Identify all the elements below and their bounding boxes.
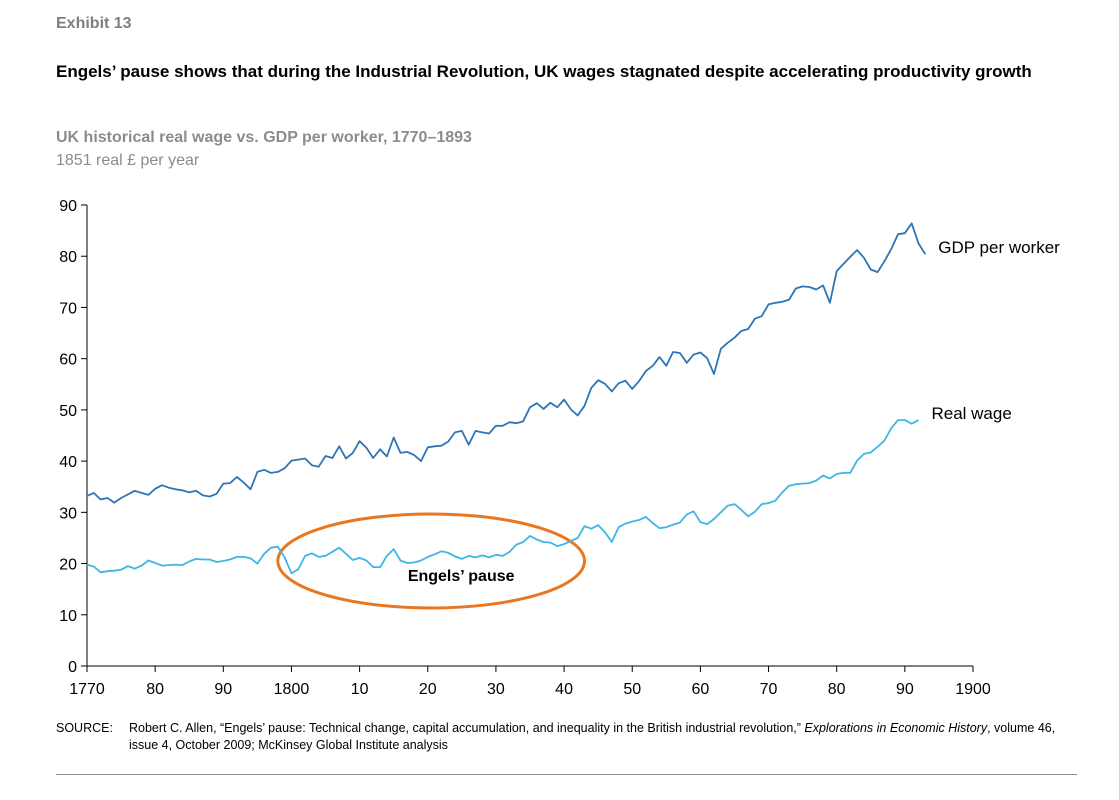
- annotations: Engels’ pause: [276, 512, 587, 610]
- x-tick-label: 1900: [955, 681, 991, 698]
- y-tick-label: 20: [59, 557, 77, 574]
- x-tick-label: 50: [623, 681, 641, 698]
- engels-pause-ellipse: [276, 512, 587, 610]
- x-tick-label: 90: [896, 681, 914, 698]
- y-tick-label: 80: [59, 249, 77, 266]
- y-tick-label: 50: [59, 403, 77, 420]
- x-tick-label: 70: [760, 681, 778, 698]
- x-tick-label: 90: [214, 681, 232, 698]
- chart-units: 1851 real £ per year: [56, 152, 200, 169]
- axes: 0 10 20 30 40 50 60 70 80 90 1770 80 90 1800 10 20 30 40 5…: [59, 198, 991, 698]
- source-note: SOURCE: Robert C. Allen, “Engels’ pause:…: [56, 720, 1086, 754]
- y-tick-label: 40: [59, 454, 77, 471]
- x-tick-label: 80: [146, 681, 164, 698]
- x-tick-label: 1770: [69, 681, 105, 698]
- x-tick-label: 1800: [274, 681, 310, 698]
- bottom-rule: [56, 774, 1077, 775]
- chart-title: UK historical real wage vs. GDP per work…: [56, 129, 472, 146]
- source-journal: Explorations in Economic History: [804, 721, 988, 735]
- engels-pause-label: Engels’ pause: [408, 568, 515, 585]
- x-tick-label: 80: [828, 681, 846, 698]
- page-title: Engels’ pause shows that during the Indu…: [56, 62, 1032, 81]
- y-tick-label: 60: [59, 352, 77, 369]
- source-text-before: Robert C. Allen, “Engels’ pause: Technic…: [129, 721, 805, 735]
- exhibit-label: Exhibit 13: [56, 15, 132, 32]
- source-text: Robert C. Allen, “Engels’ pause: Technic…: [129, 720, 1086, 754]
- x-tick-label: 10: [351, 681, 369, 698]
- y-tick-label: 70: [59, 300, 77, 317]
- series-group: [86, 222, 927, 575]
- gdp-per-worker-label: GDP per worker: [938, 238, 1060, 257]
- gdp-per-worker-line: [86, 222, 927, 504]
- y-tick-label: 30: [59, 505, 77, 522]
- source-label: SOURCE:: [56, 721, 113, 735]
- source-text-after: , volume 46, issue 4, October 2009; McKi…: [129, 721, 1056, 752]
- y-tick-label: 0: [68, 659, 77, 676]
- x-tick-label: 20: [419, 681, 437, 698]
- x-tick-label: 30: [487, 681, 505, 698]
- y-tick-label: 10: [59, 608, 77, 625]
- x-tick-label: 40: [555, 681, 573, 698]
- x-tick-label: 60: [691, 681, 709, 698]
- series-labels: GDP per worker Real wage: [931, 238, 1060, 423]
- y-tick-label: 90: [59, 198, 77, 215]
- real-wage-line: [86, 419, 919, 575]
- real-wage-label: Real wage: [931, 404, 1011, 423]
